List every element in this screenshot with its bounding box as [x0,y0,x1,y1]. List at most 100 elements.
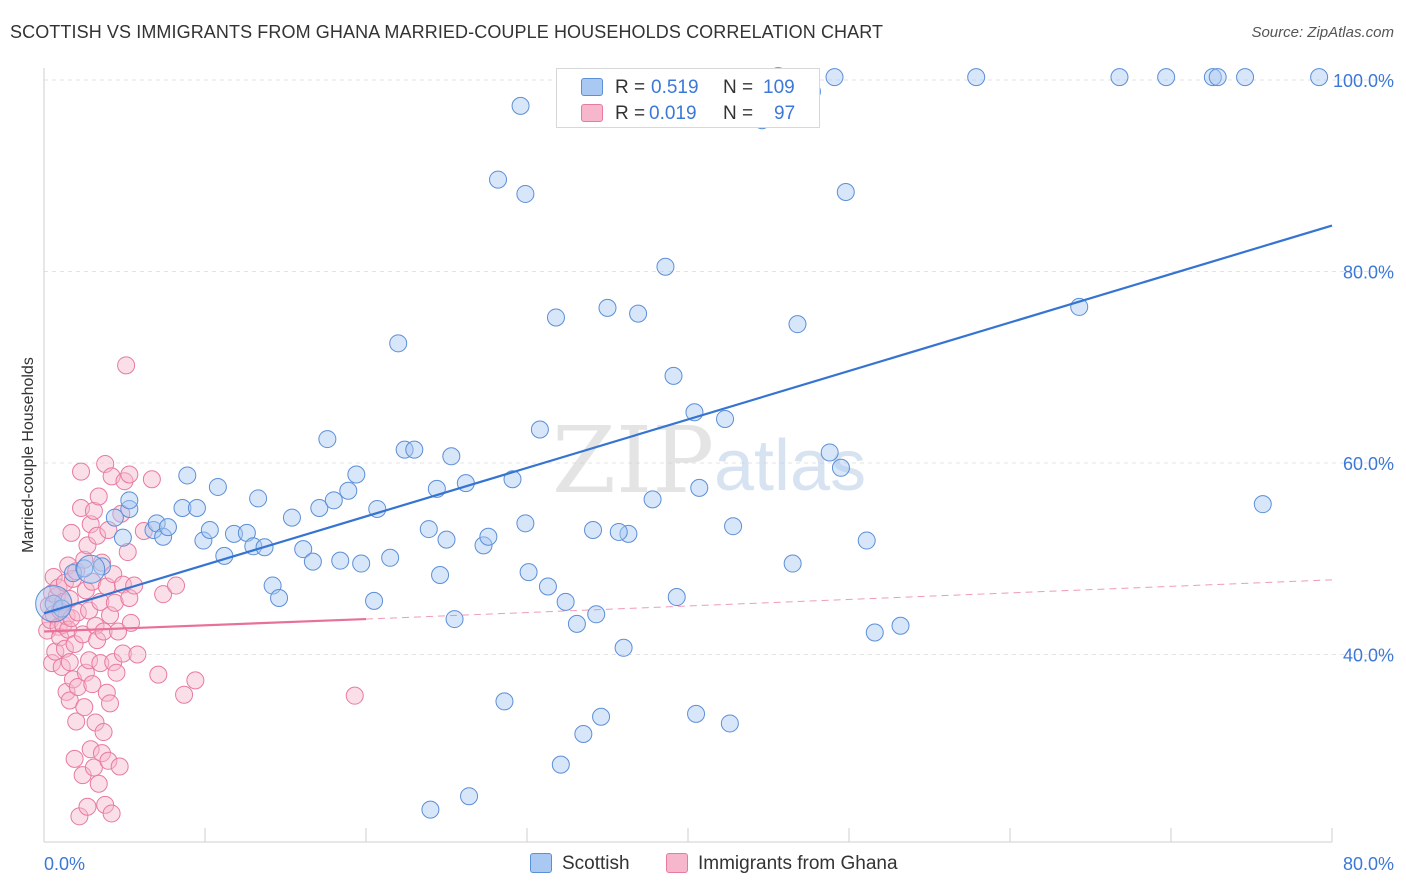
scottish-trend-line [43,224,1333,615]
scottish-point-108 [324,491,343,510]
scottish-point-76 [687,704,706,723]
ghana-point-4 [43,654,62,673]
scottish-point-103 [1310,68,1329,87]
scottish-point-53 [511,96,530,115]
ghana-point-59 [89,774,108,793]
ghana-n-label: N = [723,103,754,124]
scottish-point-95 [967,68,986,87]
scottish-point-34 [347,465,366,484]
scottish-point-29 [303,552,322,571]
scottish-point-67 [598,298,617,317]
scottish-point-56 [519,563,538,582]
scottish-point-85 [783,554,802,573]
y-tick-labels: 40.0% 60.0% 80.0% 100.0% [1333,71,1394,666]
scottish-point-36 [365,591,384,610]
legend-scottish-swatch [530,853,552,873]
scottish-point-26 [270,589,289,608]
gridlines [44,79,1394,655]
ghana-point-62 [92,553,111,572]
scottish-point-11 [154,527,173,546]
scottish-point-2 [63,564,82,583]
legend-ghana-swatch [666,853,688,873]
source-credit: Source: ZipAtlas.com [1251,24,1394,41]
scottish-point-86 [788,315,807,334]
ghana-point-98 [175,685,194,704]
trend-lines [43,224,1333,633]
y-tick-label-0: 40.0% [1343,646,1394,666]
scottish-point-88 [820,443,839,462]
ghana-point-29 [65,749,84,768]
correlation-legend: R = 0.519 N = 109 R = 0.019 N = 97 [556,68,820,128]
scottish-point-48 [474,536,493,555]
scottish-point-60 [551,755,570,774]
scottish-point-14 [178,466,197,485]
ghana-point-63 [92,744,111,763]
y-tick-label-3: 100.0% [1333,71,1394,91]
scottish-n-value: 109 [763,77,795,98]
scottish-point-92 [857,531,876,550]
scottish-point-61 [556,592,575,611]
scottish-point-59 [546,308,565,327]
scottish-cluster-bubble-2 [76,554,106,584]
scottish-r-value: 0.519 [651,77,699,98]
scottish-point-4 [92,557,111,576]
ghana-point-73 [101,694,120,713]
scottish-point-20 [224,524,243,543]
chart-title: SCOTTISH VS IMMIGRANTS FROM GHANA MARRIE… [10,22,884,42]
ghana-point-65 [94,723,113,742]
ghana-point-56 [88,526,107,545]
ghana-point-96 [154,585,173,604]
ghana-point-71 [99,751,118,770]
ghana-point-79 [107,663,126,682]
scottish-point-42 [419,520,438,539]
ghana-r-label: R = [615,103,646,124]
scottish-point-28 [294,540,313,559]
ghana-point-64 [94,622,113,641]
scottish-point-97 [1110,68,1129,87]
scottish-swatch [581,78,603,96]
ghana-point-94 [142,470,161,489]
ghana-point-81 [110,757,129,776]
ghana-point-75 [102,804,121,823]
scottish-point-40 [395,440,414,459]
scottish-point-70 [629,304,648,323]
scottish-point-35 [352,554,371,573]
scottish-point-65 [587,605,606,624]
scottish-point-71 [643,490,662,509]
scottish-point-62 [567,614,586,633]
scottish-point-41 [405,440,424,459]
ghana-point-31 [67,712,86,731]
scottish-point-74 [667,588,686,607]
legend-scottish-label: Scottish [562,853,630,874]
scottish-point-6 [105,508,124,527]
y-tick-label-1: 60.0% [1343,454,1394,474]
ghana-point-34 [68,678,87,697]
scottish-point-94 [891,616,910,635]
ghana-point-61 [91,654,110,673]
scottish-point-66 [592,707,611,726]
ghana-point-100 [345,686,364,705]
scottish-point-58 [538,577,557,596]
ghana-point-86 [117,356,136,375]
scottish-point-38 [381,548,400,567]
watermark: ZIP atlas [552,407,866,514]
scottish-point-46 [445,610,464,629]
scottish-point-5 [113,528,132,547]
ghana-points [38,356,364,826]
ghana-swatch [581,104,603,122]
ghana-point-45 [78,797,97,816]
ghana-point-69 [97,683,116,702]
scottish-n-label: N = [723,77,754,98]
x-tick-label-0: 0.0% [44,854,85,874]
scottish-point-15 [187,499,206,518]
ghana-point-78 [105,593,124,612]
ghana-point-52 [84,501,103,520]
ghana-point-51 [83,675,102,694]
y-axis-title: Married-couple Households [20,357,37,553]
ghana-point-97 [167,576,186,595]
scottish-point-13 [173,499,192,518]
ghana-point-23 [60,653,79,672]
ghana-point-48 [81,515,100,534]
ghana-point-99 [186,671,205,690]
